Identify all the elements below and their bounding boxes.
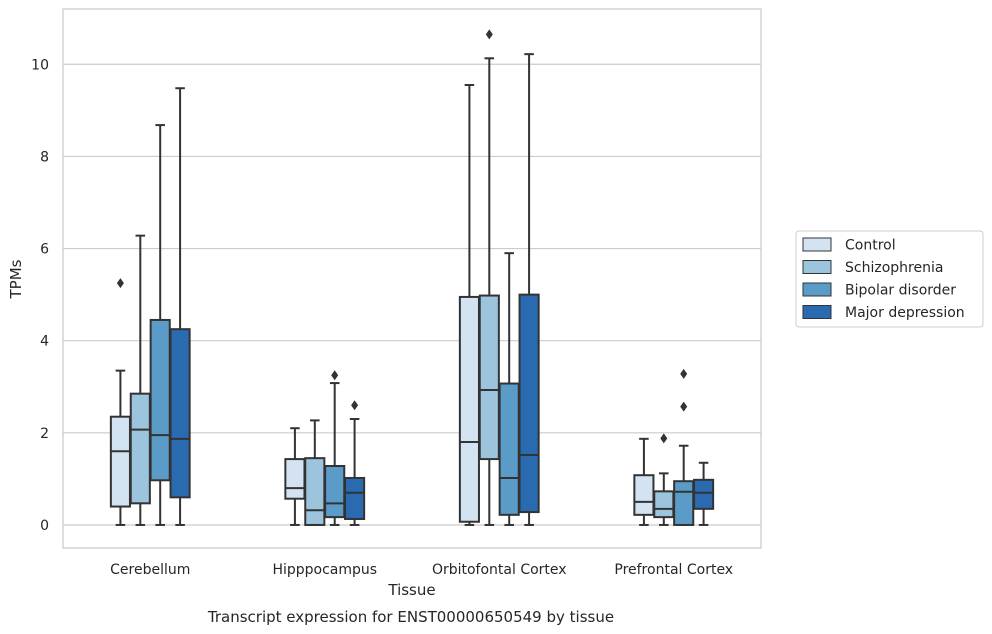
x-tick-label: Orbitofontal Cortex bbox=[432, 562, 567, 578]
box bbox=[149, 124, 171, 526]
box-body bbox=[304, 457, 326, 526]
category-group bbox=[109, 87, 191, 526]
legend: Control Schizophrenia Bipolar disorder Majo… bbox=[795, 230, 984, 328]
y-tick-label: 10 bbox=[31, 57, 49, 73]
category-group bbox=[458, 29, 540, 526]
box bbox=[304, 419, 326, 526]
box-body bbox=[498, 382, 520, 516]
box bbox=[478, 29, 500, 526]
outlier-point bbox=[485, 29, 493, 40]
box-body bbox=[169, 328, 191, 499]
y-tick-label: 4 bbox=[40, 334, 49, 350]
box-body bbox=[129, 392, 151, 505]
legend-item: Control bbox=[802, 237, 896, 254]
plot-frame bbox=[62, 8, 762, 549]
legend-frame bbox=[795, 230, 984, 328]
outlier-point bbox=[116, 278, 124, 289]
box bbox=[693, 461, 715, 526]
legend-swatch bbox=[802, 260, 832, 274]
legend-item: Schizophrenia bbox=[802, 260, 943, 276]
x-tick-label: Cerebellum bbox=[110, 562, 190, 578]
legend-label: Schizophrenia bbox=[845, 260, 943, 276]
box-body bbox=[673, 480, 695, 526]
box-body bbox=[149, 318, 171, 482]
legend-item: Major depression bbox=[802, 305, 965, 321]
box-body bbox=[478, 294, 500, 461]
legend-label: Major depression bbox=[845, 305, 965, 321]
box-body bbox=[284, 458, 306, 500]
legend-swatch bbox=[802, 237, 832, 252]
y-tick-label: 6 bbox=[40, 242, 49, 258]
category-group bbox=[633, 368, 715, 526]
x-axis-title: Tissue bbox=[387, 581, 435, 599]
box bbox=[169, 87, 191, 526]
x-tick-label: Prefrontal Cortex bbox=[614, 562, 733, 578]
box bbox=[633, 437, 655, 526]
box bbox=[673, 368, 695, 526]
box-body bbox=[633, 474, 655, 516]
box-body bbox=[109, 415, 131, 508]
outlier-point bbox=[680, 368, 688, 379]
outlier-point bbox=[331, 370, 339, 381]
box bbox=[458, 84, 480, 526]
legend-label: Control bbox=[845, 238, 896, 254]
box-body bbox=[518, 293, 540, 514]
x-tick-labels: Cerebellum Hipppocampus Orbitofontal Corte… bbox=[110, 562, 733, 578]
box bbox=[498, 252, 520, 526]
legend-swatch bbox=[802, 305, 832, 319]
chart-caption: Transcript expression for ENST0000065054… bbox=[207, 608, 614, 626]
legend-item: Bipolar disorder bbox=[802, 282, 956, 299]
box bbox=[518, 53, 540, 526]
box bbox=[324, 370, 346, 526]
box-body bbox=[693, 478, 715, 510]
y-axis-title: TPMs bbox=[7, 259, 25, 299]
box bbox=[344, 400, 366, 526]
outlier-point bbox=[660, 433, 668, 444]
outlier-point bbox=[351, 400, 359, 411]
box bbox=[129, 234, 151, 526]
y-tick-label: 2 bbox=[40, 426, 49, 442]
box-body bbox=[653, 490, 675, 519]
box-body bbox=[458, 295, 480, 523]
legend-label: Bipolar disorder bbox=[845, 283, 956, 299]
y-tick-label: 8 bbox=[40, 149, 49, 165]
box bbox=[284, 427, 306, 526]
box bbox=[653, 433, 675, 526]
box-body bbox=[324, 464, 346, 519]
y-tick-label: 0 bbox=[40, 518, 49, 534]
box-groups bbox=[109, 29, 715, 526]
box bbox=[109, 278, 131, 526]
outlier-point bbox=[680, 401, 688, 412]
y-tick-labels: 0 2 4 6 8 10 bbox=[31, 57, 49, 534]
legend-swatch bbox=[802, 282, 832, 297]
box-body bbox=[344, 476, 366, 520]
category-group bbox=[284, 370, 366, 526]
x-tick-label: Hipppocampus bbox=[272, 562, 377, 578]
